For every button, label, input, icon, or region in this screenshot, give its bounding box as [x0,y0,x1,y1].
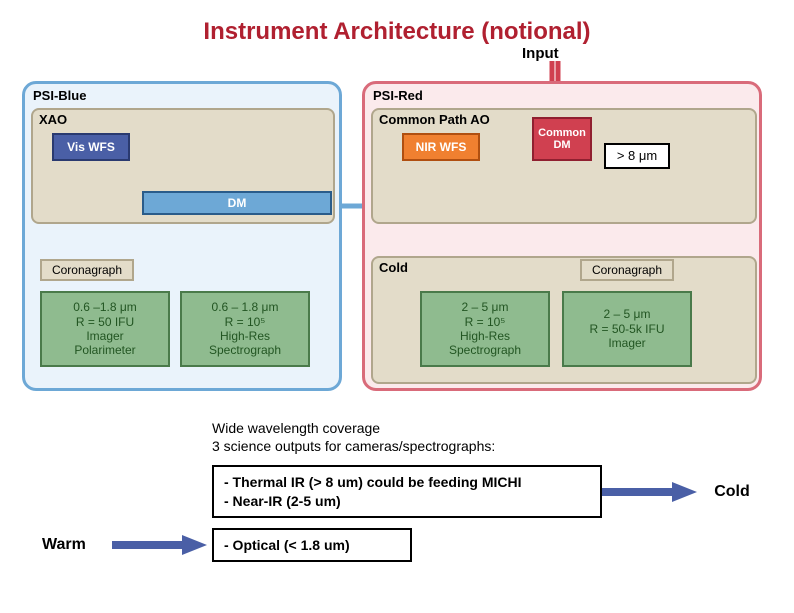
common-dm-box: Common DM [532,117,592,161]
red-sci2-l1: 2 – 5 μm [604,307,651,321]
xao-label: XAO [39,112,67,127]
cold-label: Cold [379,260,408,275]
note-line1: Wide wavelength coverage [212,419,772,437]
notes-section: Wide wavelength coverage 3 science outpu… [22,419,772,562]
cold-callout-box: - Thermal IR (> 8 um) could be feeding M… [212,465,602,517]
warm-callout-box: - Optical (< 1.8 um) [212,528,412,562]
warm-callout-l1: - Optical (< 1.8 um) [224,536,400,554]
blue-sci1-l4: Polarimeter [74,343,135,357]
cold-callout-row: - Thermal IR (> 8 um) could be feeding M… [22,465,772,517]
arrow-right-icon [602,480,702,504]
warm-side-label: Warm [42,536,112,554]
blue-sci1-l2: R = 50 IFU [76,315,134,329]
arrow-right-icon [112,533,212,557]
red-sci1-box: 2 – 5 μm R = 10⁵ High-Res Spectrograph [420,291,550,367]
blue-sci2-box: 0.6 – 1.8 μm R = 10⁵ High-Res Spectrogra… [180,291,310,367]
vis-wfs-box: Vis WFS [52,133,130,161]
warm-callout-row: Warm - Optical (< 1.8 um) [22,528,772,562]
cold-side-label: Cold [702,483,762,501]
red-sci2-box: 2 – 5 μm R = 50-5k IFU Imager [562,291,692,367]
blue-sci2-l3: High-Res [220,329,270,343]
blue-sci2-l4: Spectrograph [209,343,281,357]
input-label: Input [522,45,559,62]
blue-sci1-box: 0.6 –1.8 μm R = 50 IFU Imager Polarimete… [40,291,170,367]
red-sci1-l1: 2 – 5 μm [462,300,509,314]
blue-coronagraph-box: Coronagraph [40,259,134,281]
common-path-label: Common Path AO [379,112,490,127]
red-sci1-l4: Spectrograph [449,343,521,357]
cold-callout-l1: - Thermal IR (> 8 um) could be feeding M… [224,473,590,491]
psi-blue-title: PSI-Blue [33,88,86,103]
blue-sci1-l3: Imager [86,329,123,343]
cold-callout-l2: - Near-IR (2-5 um) [224,492,590,510]
psi-red-title: PSI-Red [373,88,423,103]
red-coronagraph-box: Coronagraph [580,259,674,281]
red-sci2-l3: Imager [608,336,645,350]
architecture-diagram: Input PSI-Blue XAO PSI-Red Common Path A… [22,61,772,411]
red-sci2-l2: R = 50-5k IFU [589,322,664,336]
dm-box: DM [142,191,332,215]
note-line2: 3 science outputs for cameras/spectrogra… [212,437,772,455]
page-title: Instrument Architecture (notional) [0,18,794,46]
blue-sci1-l1: 0.6 –1.8 μm [73,300,137,314]
red-sci1-l2: R = 10⁵ [465,315,506,329]
blue-sci2-l2: R = 10⁵ [225,315,266,329]
nir-wfs-box: NIR WFS [402,133,480,161]
red-sci1-l3: High-Res [460,329,510,343]
gt8-box: > 8 μm [604,143,670,169]
blue-sci2-l1: 0.6 – 1.8 μm [212,300,279,314]
